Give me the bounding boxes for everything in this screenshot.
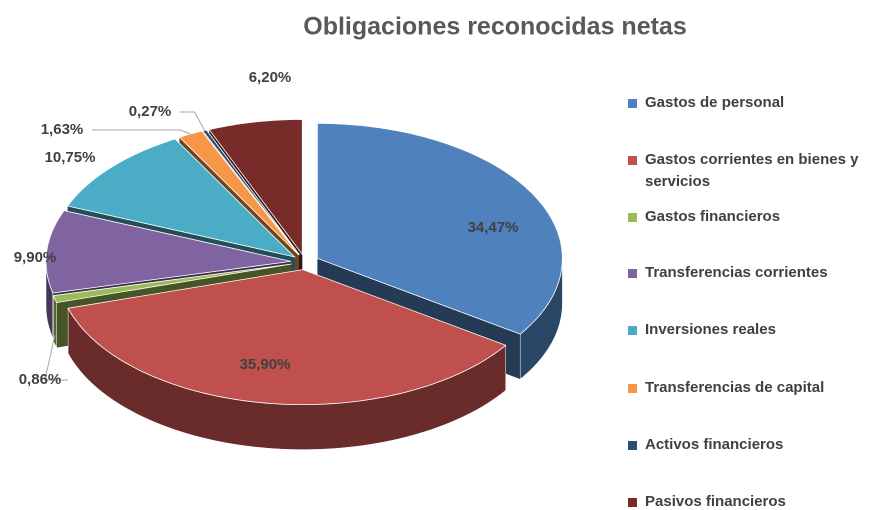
- legend-item: Gastos financieros: [628, 206, 883, 228]
- legend-item: Pasivos financieros: [628, 491, 883, 510]
- leader-line: [44, 334, 68, 381]
- data-label: 34,47%: [468, 219, 519, 236]
- legend-swatch: [628, 213, 637, 222]
- legend-swatch: [628, 156, 637, 165]
- legend-swatch: [628, 498, 637, 507]
- chart-title: Obligaciones reconocidas netas: [303, 13, 686, 41]
- data-label: 9,90%: [14, 249, 57, 266]
- data-label: 35,90%: [240, 356, 291, 373]
- legend-item: Inversiones reales: [628, 319, 883, 341]
- slice: [45, 210, 292, 294]
- legend-item: Gastos corrientes en bienes y servicios: [628, 149, 883, 193]
- legend-label: Activos financieros: [645, 436, 784, 453]
- legend-label: Gastos corrientes en bienes y servicios: [645, 151, 859, 190]
- slice: [52, 263, 292, 304]
- legend-label: Transferencias de capital: [645, 379, 825, 396]
- legend-label: Gastos de personal: [645, 94, 785, 111]
- legend-swatch: [628, 384, 637, 393]
- slice: [317, 123, 563, 335]
- legend-item: Transferencias corrientes: [628, 262, 883, 284]
- leader-line: [92, 129, 191, 135]
- legend-label: Gastos financieros: [645, 208, 781, 225]
- legend-swatch: [628, 99, 637, 108]
- legend-swatch: [628, 441, 637, 450]
- data-label: 0,27%: [129, 103, 172, 120]
- data-label: 1,63%: [41, 121, 84, 138]
- data-label: 0,86%: [19, 371, 62, 388]
- data-label: 10,75%: [45, 149, 96, 166]
- slice: [208, 118, 303, 256]
- leader-line: [180, 111, 206, 131]
- slice: [67, 269, 507, 405]
- legend-item: Gastos de personal: [628, 92, 883, 114]
- slice: [66, 138, 296, 258]
- legend-swatch: [628, 326, 637, 335]
- legend-label: Transferencias corrientes: [645, 264, 828, 281]
- legend-item: Transferencias de capital: [628, 377, 883, 399]
- legend-label: Inversiones reales: [645, 321, 776, 338]
- legend-swatch: [628, 269, 637, 278]
- legend-label: Pasivos financieros: [645, 493, 786, 510]
- legend-item: Activos financieros: [628, 434, 883, 456]
- data-label: 6,20%: [249, 69, 292, 86]
